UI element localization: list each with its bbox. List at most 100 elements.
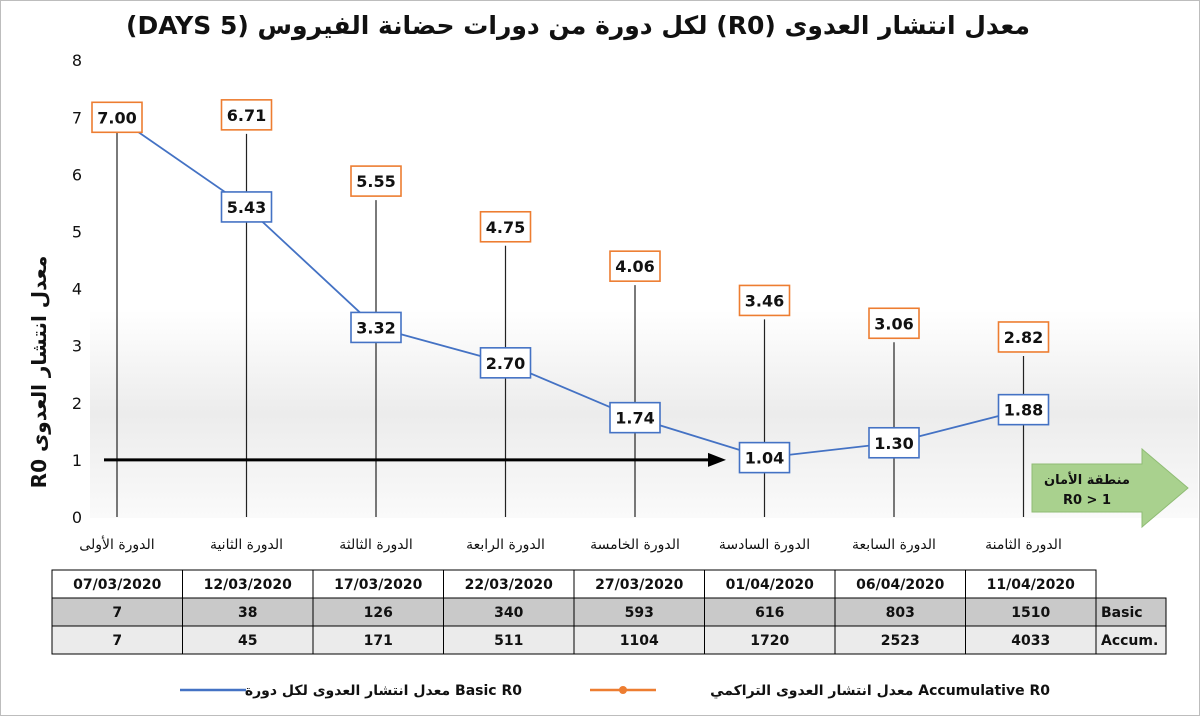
accumulative-label-box bbox=[997, 321, 1050, 353]
basic-label-box bbox=[868, 426, 920, 459]
y-tick-label: 2 bbox=[72, 394, 82, 413]
basic-label: 1.88 bbox=[1004, 401, 1043, 420]
table-row-header-cell bbox=[1095, 597, 1167, 627]
accumulative-label: 7.00 bbox=[97, 108, 136, 127]
table-value: 7 bbox=[112, 633, 122, 649]
y-tick-label: 5 bbox=[72, 223, 82, 242]
category-label: الدورة الثانية bbox=[210, 537, 283, 553]
table-cell bbox=[312, 597, 444, 627]
table-value: 38 bbox=[238, 605, 257, 621]
accumulative-label: 2.82 bbox=[1004, 328, 1043, 347]
safe-zone-arrow bbox=[1031, 447, 1189, 529]
table-cell bbox=[443, 625, 575, 655]
table-date: 17/03/2020 bbox=[334, 577, 422, 593]
y-tick-label: 0 bbox=[72, 508, 82, 527]
y-tick-label: 8 bbox=[72, 51, 82, 70]
table-cell bbox=[443, 569, 575, 599]
table-cell bbox=[965, 625, 1097, 655]
category-label: الدورة الخامسة bbox=[590, 537, 680, 553]
accumulative-label: 4.06 bbox=[615, 257, 654, 276]
table-date: 12/03/2020 bbox=[204, 577, 292, 593]
accumulative-label: 4.75 bbox=[486, 218, 525, 237]
reference-arrow-head bbox=[708, 452, 726, 467]
accumulative-label-box bbox=[609, 250, 661, 282]
basic-label-box bbox=[738, 441, 791, 474]
table-date: 01/04/2020 bbox=[726, 577, 814, 593]
table-cell bbox=[182, 597, 314, 627]
basic-label: 1.74 bbox=[615, 409, 654, 428]
table-value: 126 bbox=[364, 605, 393, 621]
table-value: 4033 bbox=[1011, 633, 1050, 649]
accumulative-label-box bbox=[220, 99, 273, 131]
basic-label-box bbox=[220, 191, 273, 223]
table-cell bbox=[312, 569, 444, 599]
y-tick-label: 1 bbox=[72, 451, 82, 470]
table-value: 45 bbox=[238, 633, 257, 649]
basic-label: 3.32 bbox=[356, 318, 395, 337]
table-cell bbox=[443, 597, 575, 627]
accumulative-label-box bbox=[738, 284, 791, 317]
chart-title: معدل انتشار العدوى (R0) لكل دورة من دورا… bbox=[126, 11, 1030, 41]
basic-label-box bbox=[479, 347, 532, 379]
basic-label: 1.04 bbox=[745, 449, 784, 468]
table-cell bbox=[834, 569, 966, 599]
table-value: 511 bbox=[494, 633, 523, 649]
table-value: 7 bbox=[112, 605, 122, 621]
table-date: 27/03/2020 bbox=[595, 577, 683, 593]
table-cell bbox=[704, 625, 836, 655]
accumulative-label-box bbox=[350, 165, 402, 197]
legend-accumulative-marker bbox=[619, 686, 627, 694]
category-label: الدورة الثالثة bbox=[339, 537, 412, 553]
accumulative-label-box bbox=[91, 101, 143, 134]
table-value: 1510 bbox=[1011, 605, 1050, 621]
accumulative-label: 3.46 bbox=[745, 291, 784, 310]
table-cell bbox=[834, 625, 966, 655]
table-date: 06/04/2020 bbox=[856, 577, 944, 593]
basic-label-box bbox=[997, 393, 1050, 426]
table-value: 340 bbox=[494, 605, 523, 621]
y-tick-label: 7 bbox=[72, 108, 82, 127]
y-tick-label: 4 bbox=[72, 280, 82, 299]
category-label: الدورة السابعة bbox=[852, 537, 936, 553]
basic-label: 5.43 bbox=[227, 198, 266, 217]
table-cell bbox=[965, 597, 1097, 627]
basic-label-box bbox=[609, 401, 661, 434]
accumulative-label: 6.71 bbox=[227, 106, 266, 125]
basic-label: 2.70 bbox=[486, 354, 525, 373]
safe-zone-title: منطقة الأمان bbox=[1044, 471, 1130, 488]
table-value: 1720 bbox=[750, 633, 789, 649]
legend-basic-label: معدل انتشار العدوى لكل دورة Basic R0 bbox=[245, 683, 522, 699]
category-label: الدورة الثامنة bbox=[985, 537, 1062, 553]
table-date: 07/03/2020 bbox=[73, 577, 161, 593]
y-tick-label: 3 bbox=[72, 337, 82, 356]
category-label: الدورة الأولى bbox=[79, 535, 154, 553]
table-cell bbox=[51, 569, 183, 599]
category-label: الدورة السادسة bbox=[719, 537, 810, 553]
legend-accumulative-label: معدل انتشار العدوى التراكمي Accumulative… bbox=[710, 683, 1050, 699]
y-axis-label: معدل انتشار العدوى R0 bbox=[27, 256, 51, 489]
table-date: 11/04/2020 bbox=[987, 577, 1075, 593]
table-value: 1104 bbox=[620, 633, 659, 649]
table-value: 2523 bbox=[881, 633, 920, 649]
table-row-header: Basic bbox=[1101, 605, 1143, 621]
table-cell bbox=[51, 625, 183, 655]
table-row-header-cell bbox=[1095, 625, 1167, 655]
accumulative-label-box bbox=[868, 307, 920, 340]
category-label: الدورة الرابعة bbox=[466, 537, 545, 553]
accumulative-label: 3.06 bbox=[874, 314, 913, 333]
table-value: 171 bbox=[364, 633, 393, 649]
table-cell bbox=[965, 569, 1097, 599]
table-value: 616 bbox=[755, 605, 784, 621]
table-row-header: Accum. bbox=[1101, 633, 1158, 649]
table-cell bbox=[312, 625, 444, 655]
y-tick-label: 6 bbox=[72, 165, 82, 184]
basic-label-box bbox=[350, 311, 402, 344]
basic-label: 1.30 bbox=[874, 434, 913, 453]
table-value: 593 bbox=[625, 605, 654, 621]
table-value: 803 bbox=[886, 605, 915, 621]
accumulative-label-box bbox=[479, 210, 532, 243]
table-cell bbox=[182, 569, 314, 599]
table-date: 22/03/2020 bbox=[465, 577, 553, 593]
safe-zone-condition: R0 > 1 bbox=[1063, 493, 1111, 508]
